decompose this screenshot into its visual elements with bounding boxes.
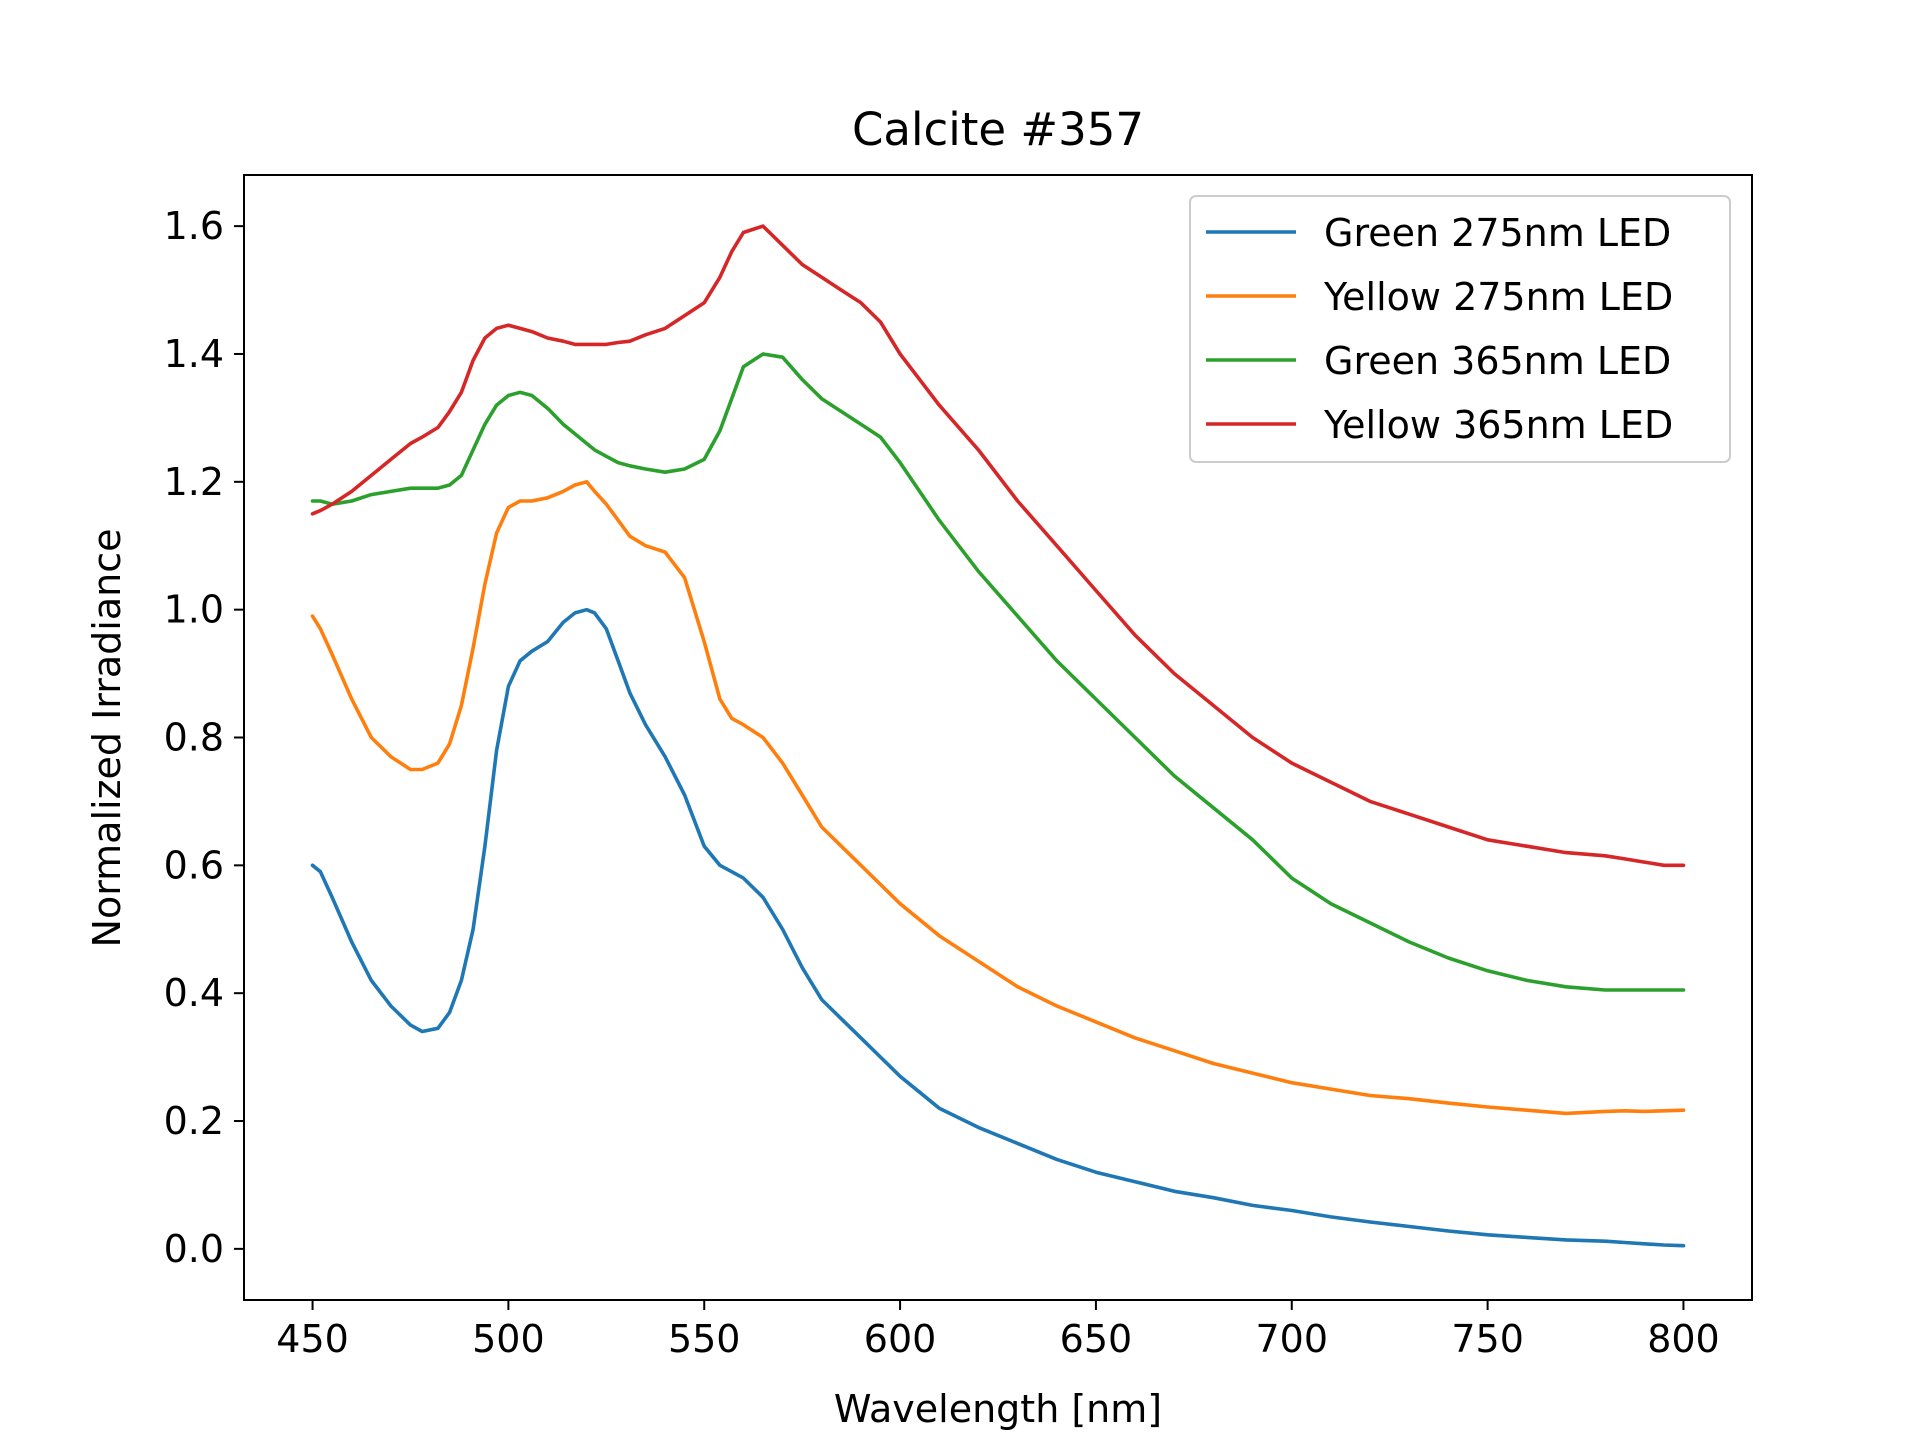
y-tick-label: 0.0	[164, 1227, 224, 1271]
x-tick-label: 600	[864, 1317, 937, 1361]
axes: 450 500 550 600 650 700 750 800 0.0 0.2 0.4 0.6 0.8 1…	[164, 174, 1753, 1361]
series-line-1	[310, 479, 1686, 1116]
legend-label-1: Yellow 275nm LED	[1323, 275, 1673, 319]
series-line-3	[310, 224, 1686, 868]
series-line-2	[310, 352, 1686, 992]
y-tick-label: 1.4	[164, 332, 224, 376]
plot-area	[310, 224, 1686, 1248]
y-axis-label: Normalized Irradiance	[85, 529, 129, 948]
x-tick-label: 500	[472, 1317, 545, 1361]
x-tick-label: 750	[1451, 1317, 1524, 1361]
y-tick-label: 0.8	[164, 716, 224, 760]
x-tick-label: 650	[1060, 1317, 1133, 1361]
x-axis-label: Wavelength [nm]	[834, 1387, 1162, 1431]
legend-label-2: Green 365nm LED	[1324, 339, 1671, 383]
legend-label-0: Green 275nm LED	[1324, 211, 1671, 255]
y-tick-label: 0.2	[164, 1099, 224, 1143]
y-tick-label: 1.2	[164, 460, 224, 504]
y-tick-label: 0.6	[164, 843, 224, 887]
y-tick-label: 1.0	[164, 588, 224, 632]
x-tick-label: 450	[276, 1317, 349, 1361]
legend-box	[1189, 195, 1731, 463]
x-tick-label: 550	[668, 1317, 741, 1361]
series-line-0	[310, 607, 1686, 1248]
x-tick-label: 700	[1256, 1317, 1329, 1361]
legend-label-3: Yellow 365nm LED	[1323, 403, 1673, 447]
legend: Green 275nm LED Yellow 275nm LED Green 365…	[1189, 195, 1731, 463]
y-tick-label: 1.6	[164, 204, 224, 248]
chart-title: Calcite #357	[852, 103, 1144, 156]
x-tick-label: 800	[1647, 1317, 1720, 1361]
y-tick-label: 0.4	[164, 971, 224, 1015]
